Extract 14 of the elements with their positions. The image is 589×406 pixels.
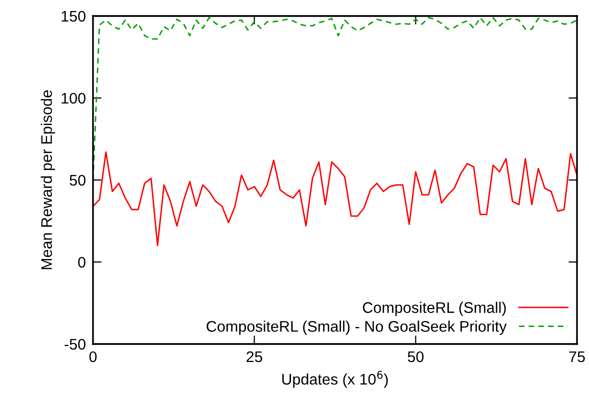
line-series bbox=[93, 151, 577, 246]
x-tick-label: 50 bbox=[408, 351, 424, 362]
y-tick-label: 100 bbox=[62, 92, 86, 104]
x-tick-label: 75 bbox=[569, 352, 585, 362]
x-tick-label: 0 bbox=[89, 351, 97, 362]
legend-label: CompositeRL (Small) bbox=[362, 302, 506, 316]
legend-label: CompositeRL (Small) - No GoalSeek Priority bbox=[206, 320, 507, 335]
y-axis-title: Mean Reward per Episode bbox=[40, 90, 56, 270]
y-tick-label: 50 bbox=[70, 174, 86, 186]
y-tick-label: 150 bbox=[62, 10, 86, 22]
x-axis-title: Updates (x 10$^{6}$) bbox=[282, 370, 388, 388]
y-tick-label: -50 bbox=[64, 338, 86, 350]
x-tick-label: 25 bbox=[246, 351, 262, 362]
y-tick-label: 0 bbox=[78, 256, 86, 268]
